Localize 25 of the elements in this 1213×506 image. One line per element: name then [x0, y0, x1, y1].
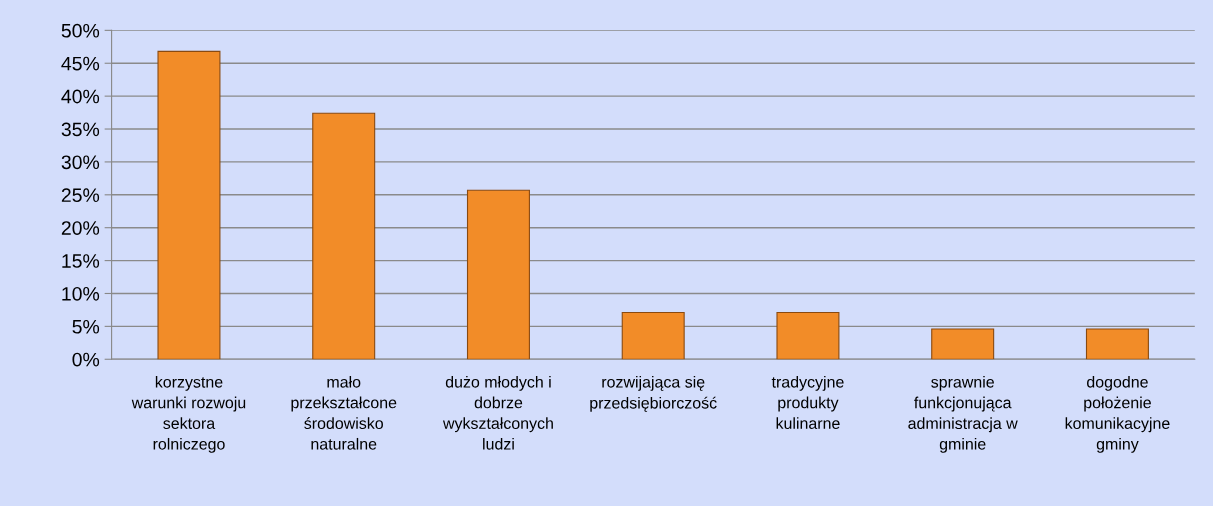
y-tick-label: 25% [61, 188, 100, 203]
x-tick-label: tradycyjne produkty kulinarne [771, 375, 844, 430]
y-tick-label: 20% [61, 221, 100, 235]
bar [1085, 328, 1149, 360]
bar [312, 112, 376, 360]
x-tick-label: mało przekształcone środowisko naturalne [291, 375, 397, 450]
x-tick-label: korzystne warunki rozwoju sektora rolniczego [131, 375, 246, 453]
x-tick-label: dużo młodych i dobrze wykształconych ludzi [442, 375, 553, 450]
y-tick-label: 45% [61, 56, 100, 71]
bar [621, 312, 685, 360]
y-tick-label: 15% [62, 254, 100, 268]
bar [466, 189, 530, 360]
y-tick-label: 0% [72, 352, 100, 367]
y-tick-label: 50% [61, 23, 100, 38]
y-tick-label: 30% [61, 155, 100, 170]
x-tick-label: sprawnie funkcjonująca administracja w gminie [908, 375, 1018, 453]
y-tick-label: 10% [62, 286, 100, 301]
x-tick-label: rozwijająca się przedsiębiorczość [590, 375, 717, 412]
y-tick-label: 40% [61, 89, 100, 104]
y-tick-label: 5% [72, 319, 100, 334]
bar [776, 312, 840, 360]
x-tick-label: dogodne położenie komunikacyjne gminy [1065, 375, 1170, 453]
y-tick-label: 35% [61, 122, 100, 137]
bar [157, 50, 221, 360]
bar [931, 328, 995, 360]
